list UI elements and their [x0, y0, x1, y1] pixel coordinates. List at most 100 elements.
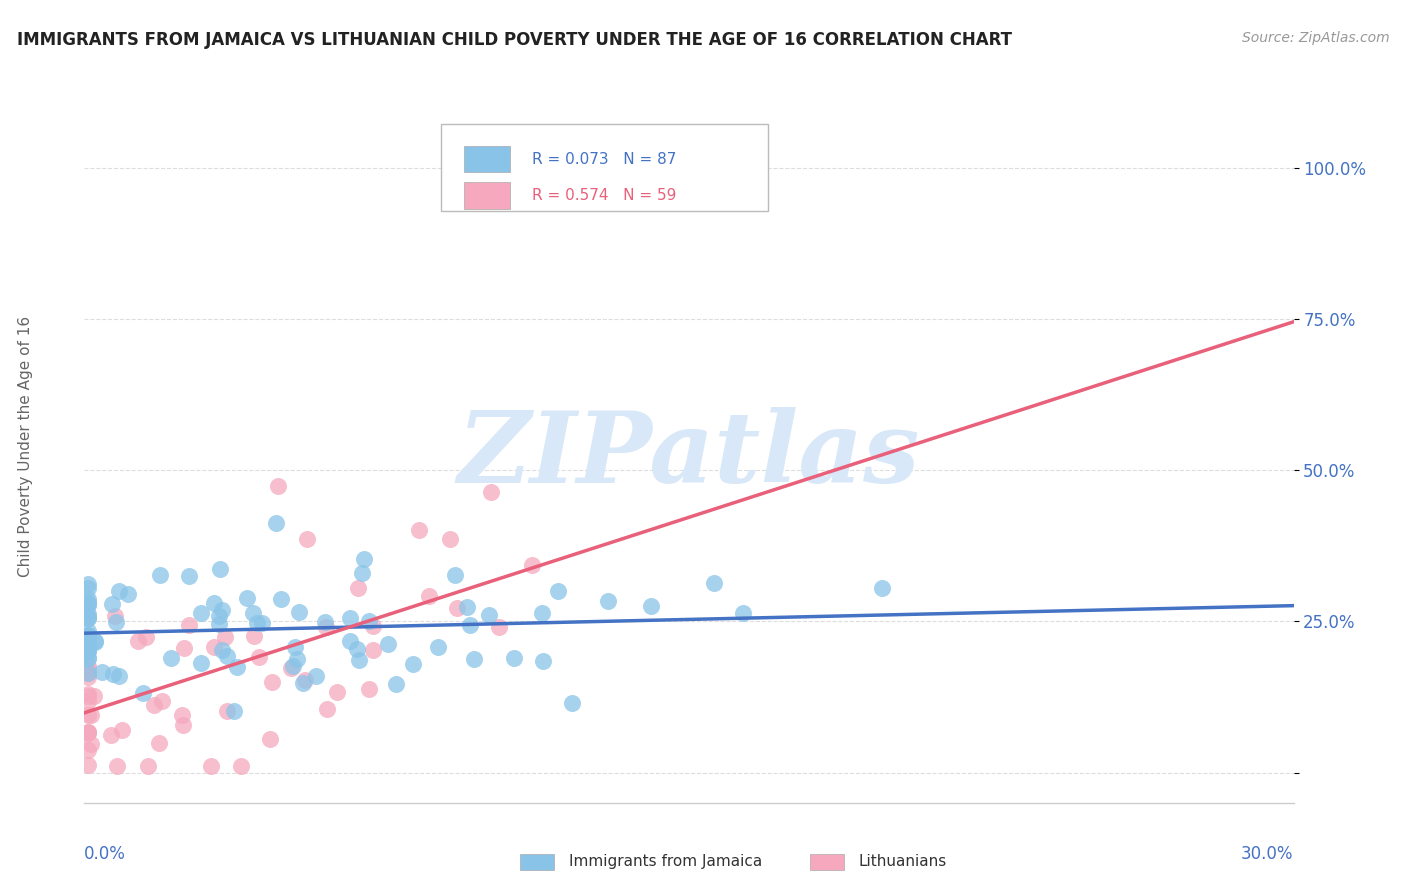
Point — [80, 708, 103, 723]
Point — [150, 694, 173, 708]
FancyBboxPatch shape — [464, 146, 510, 172]
Point — [77, 670, 100, 684]
Point — [530, 606, 553, 620]
Point — [149, 567, 172, 582]
Point — [77, 689, 100, 703]
Point — [77, 642, 100, 657]
Point — [262, 675, 284, 690]
Text: 30.0%: 30.0% — [1241, 845, 1294, 863]
Point — [77, 757, 100, 772]
Point — [77, 651, 100, 665]
Point — [172, 718, 194, 732]
Point — [100, 728, 122, 742]
Point — [408, 523, 430, 537]
Point — [77, 725, 100, 739]
Point — [242, 606, 264, 620]
Point — [77, 662, 100, 676]
Point — [77, 650, 100, 665]
Point — [314, 615, 336, 629]
Point — [77, 641, 100, 656]
Point — [561, 696, 583, 710]
Point — [77, 598, 100, 612]
Point — [209, 561, 232, 575]
Point — [143, 698, 166, 713]
Point — [77, 694, 100, 708]
Point — [77, 607, 100, 621]
Point — [77, 624, 100, 638]
Point — [104, 615, 127, 629]
Point — [305, 669, 328, 683]
Point — [83, 634, 105, 648]
Point — [235, 591, 257, 605]
Point — [202, 640, 225, 654]
Point — [458, 617, 481, 632]
Point — [77, 640, 100, 654]
Point — [207, 617, 229, 632]
Point — [179, 569, 201, 583]
Point — [200, 759, 222, 773]
Text: Lithuanians: Lithuanians — [859, 855, 948, 870]
Point — [439, 532, 461, 546]
Point — [77, 639, 100, 653]
Text: R = 0.574   N = 59: R = 0.574 N = 59 — [531, 188, 676, 202]
Text: R = 0.073   N = 87: R = 0.073 N = 87 — [531, 152, 676, 167]
Point — [77, 634, 100, 648]
Point — [77, 725, 100, 739]
Point — [346, 642, 368, 657]
Point — [352, 566, 374, 580]
Point — [547, 584, 569, 599]
Point — [225, 660, 247, 674]
Point — [77, 659, 100, 673]
Point — [77, 742, 100, 756]
Point — [295, 532, 318, 546]
Point — [80, 737, 103, 751]
Point — [77, 595, 100, 609]
Point — [77, 611, 100, 625]
Point — [426, 640, 449, 654]
Point — [357, 681, 380, 696]
Point — [640, 599, 662, 614]
Point — [284, 640, 307, 655]
Point — [77, 577, 100, 591]
Point — [522, 558, 544, 572]
Point — [456, 599, 478, 614]
Point — [77, 644, 100, 658]
Point — [135, 630, 157, 644]
Point — [148, 736, 170, 750]
Point — [326, 684, 349, 698]
Point — [377, 636, 399, 650]
Point — [267, 479, 290, 493]
Point — [280, 661, 302, 675]
Point — [77, 628, 100, 642]
Point — [136, 759, 159, 773]
Point — [443, 568, 465, 582]
Point — [242, 629, 264, 643]
Point — [270, 592, 292, 607]
Point — [361, 619, 384, 633]
Point — [285, 652, 308, 666]
Point — [217, 648, 239, 663]
Point — [179, 618, 201, 632]
Point — [353, 552, 375, 566]
Point — [77, 592, 100, 607]
Text: Source: ZipAtlas.com: Source: ZipAtlas.com — [1241, 31, 1389, 45]
FancyBboxPatch shape — [810, 855, 845, 870]
Point — [246, 615, 269, 630]
Point — [77, 629, 100, 643]
Point — [266, 516, 288, 530]
Point — [77, 644, 100, 658]
FancyBboxPatch shape — [464, 182, 510, 209]
Point — [283, 659, 305, 673]
Point — [731, 606, 754, 620]
Point — [77, 638, 100, 652]
Point — [870, 582, 893, 596]
Point — [77, 597, 100, 611]
Point — [229, 759, 252, 773]
Point — [446, 600, 468, 615]
Point — [190, 656, 212, 670]
Point — [291, 676, 314, 690]
Text: Child Poverty Under the Age of 16: Child Poverty Under the Age of 16 — [18, 316, 32, 576]
Point — [77, 581, 100, 595]
Point — [488, 620, 510, 634]
Point — [101, 597, 124, 611]
